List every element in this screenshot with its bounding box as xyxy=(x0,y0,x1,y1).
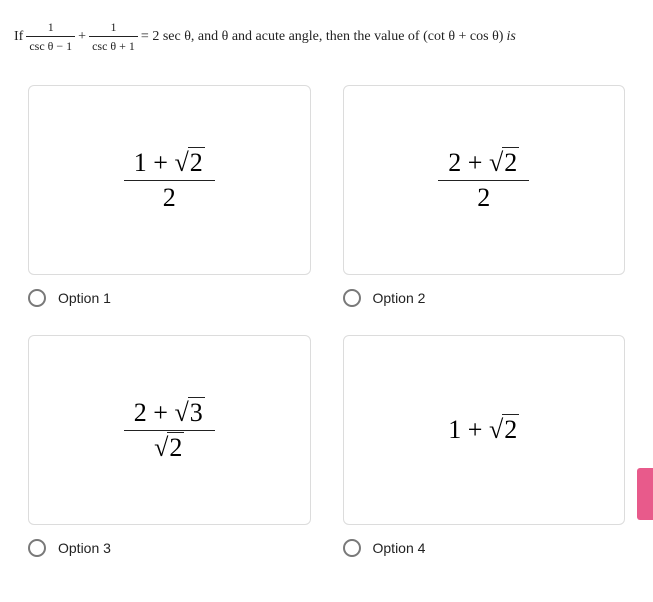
q-frac-2: 1 csc θ + 1 xyxy=(89,18,138,55)
option-expr-2: 2 + 2 2 xyxy=(438,146,529,215)
question-text: If 1 csc θ − 1 + 1 csc θ + 1 = 2 sec θ, … xyxy=(0,0,653,65)
q-is: is xyxy=(506,26,515,47)
option-card-1[interactable]: 1 + 2 2 xyxy=(28,85,311,275)
radio-icon xyxy=(28,539,46,557)
option-radio-4[interactable]: Option 4 xyxy=(343,539,626,557)
option-label: Option 1 xyxy=(58,290,111,306)
option-radio-2[interactable]: Option 2 xyxy=(343,289,626,307)
option-expr-1: 1 + 2 2 xyxy=(124,146,215,215)
option-card-4[interactable]: 1 + 2 xyxy=(343,335,626,525)
option-card-3[interactable]: 2 + 3 2 xyxy=(28,335,311,525)
option-label: Option 2 xyxy=(373,290,426,306)
option-label: Option 3 xyxy=(58,540,111,556)
q-prefix: If xyxy=(14,26,23,47)
radio-icon xyxy=(28,289,46,307)
side-tab[interactable] xyxy=(637,468,653,520)
radio-icon xyxy=(343,289,361,307)
option-radio-3[interactable]: Option 3 xyxy=(28,539,311,557)
option-expr-4: 1 + 2 xyxy=(448,415,519,445)
q-frac-1: 1 csc θ − 1 xyxy=(26,18,75,55)
q-eq: = 2 sec θ, and θ and acute angle, then t… xyxy=(141,26,504,47)
option-radio-1[interactable]: Option 1 xyxy=(28,289,311,307)
radio-icon xyxy=(343,539,361,557)
option-card-2[interactable]: 2 + 2 2 xyxy=(343,85,626,275)
options-grid: 1 + 2 2 Option 1 2 + 2 2 Option 2 xyxy=(0,65,653,567)
option-expr-3: 2 + 3 2 xyxy=(124,396,215,465)
option-label: Option 4 xyxy=(373,540,426,556)
q-plus: + xyxy=(78,26,86,47)
